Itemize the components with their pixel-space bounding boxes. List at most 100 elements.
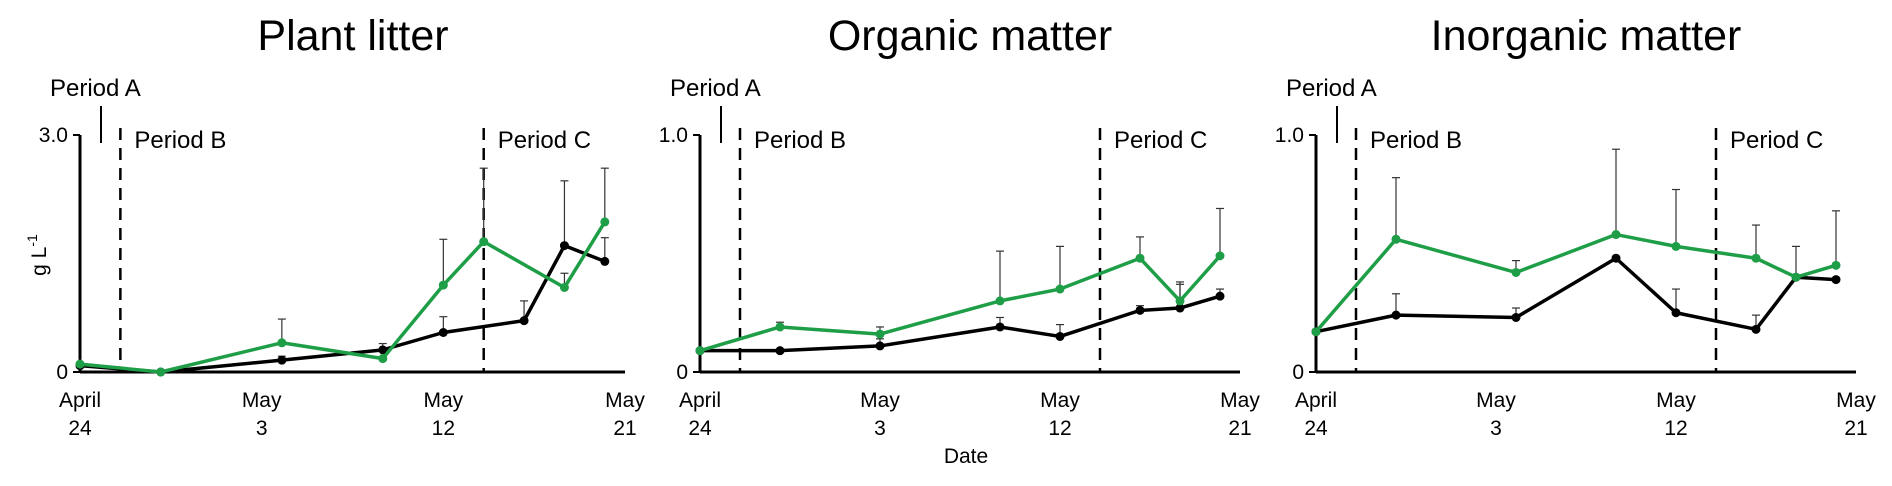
data-point-black bbox=[875, 341, 885, 351]
period-label: Period A bbox=[670, 75, 761, 102]
data-point-green bbox=[695, 346, 705, 356]
x-tick-label-line: 12 bbox=[432, 417, 455, 440]
data-point-black bbox=[1175, 303, 1185, 313]
period-label: Period A bbox=[1286, 75, 1377, 102]
x-tick-label-line: 3 bbox=[874, 417, 886, 440]
data-point-black bbox=[277, 355, 287, 365]
x-tick-label-line: April bbox=[1295, 389, 1337, 412]
chart-title: Inorganic matter bbox=[1431, 12, 1742, 60]
y-tick-label: 0 bbox=[56, 361, 68, 384]
data-point-green bbox=[1611, 230, 1621, 240]
data-point-green bbox=[1055, 284, 1065, 294]
x-tick-label-line: 21 bbox=[1228, 417, 1251, 440]
data-point-green bbox=[1671, 241, 1681, 251]
data-point-green bbox=[1175, 296, 1185, 306]
data-point-black bbox=[1671, 308, 1681, 318]
data-point-black bbox=[1611, 253, 1621, 263]
period-label: Period B bbox=[1370, 127, 1462, 154]
period-label: Period C bbox=[1114, 127, 1207, 154]
x-tick-label: May 12 bbox=[423, 389, 463, 440]
data-point-black bbox=[1215, 291, 1225, 301]
data-point-green bbox=[1791, 272, 1801, 282]
x-tick-label-line: May bbox=[860, 389, 900, 412]
y-tick-label: 0 bbox=[1292, 361, 1304, 384]
x-tick-label: May 12 bbox=[1656, 389, 1696, 440]
data-point-green bbox=[1511, 267, 1521, 277]
period-label: Period C bbox=[1730, 127, 1823, 154]
x-tick-label: May 3 bbox=[242, 389, 282, 440]
y-axis-label-text: g L bbox=[28, 247, 51, 276]
y-tick-label: 1.0 bbox=[659, 124, 688, 147]
chart-panel-1: Plant litter 0 3.0 April 24 May 3 May 12 May 21 Per… bbox=[39, 12, 646, 440]
data-point-green bbox=[438, 280, 448, 290]
chart-title: Plant litter bbox=[257, 12, 448, 60]
data-point-green bbox=[156, 367, 166, 377]
x-tick-label-line: May bbox=[605, 389, 645, 412]
data-point-black bbox=[775, 346, 785, 356]
data-point-green bbox=[1751, 253, 1761, 263]
data-point-black bbox=[1511, 312, 1521, 322]
data-point-black bbox=[1751, 324, 1761, 334]
period-label: Period A bbox=[50, 75, 141, 102]
data-point-green bbox=[600, 217, 610, 227]
x-tick-label-line: 3 bbox=[256, 417, 268, 440]
data-point-green bbox=[875, 329, 885, 339]
x-tick-label: April 24 bbox=[1295, 389, 1337, 440]
x-tick-label: May 3 bbox=[860, 389, 900, 440]
period-label: Period C bbox=[498, 127, 591, 154]
x-tick-label: May 12 bbox=[1040, 389, 1080, 440]
data-point-green bbox=[1215, 251, 1225, 261]
x-tick-label: May 21 bbox=[1836, 389, 1876, 440]
x-tick-label-line: April bbox=[679, 389, 721, 412]
x-tick-label-line: 24 bbox=[68, 417, 92, 440]
x-tick-label-line: May bbox=[1220, 389, 1260, 412]
data-point-green bbox=[1831, 260, 1841, 270]
x-tick-label-line: May bbox=[1836, 389, 1876, 412]
data-point-black bbox=[1055, 331, 1065, 341]
y-tick-label: 3.0 bbox=[39, 124, 68, 147]
data-point-black bbox=[519, 316, 529, 326]
x-tick-label-line: 24 bbox=[688, 417, 712, 440]
x-tick-label: May 21 bbox=[605, 389, 645, 440]
data-point-green bbox=[1135, 253, 1145, 263]
series-line-green bbox=[699, 254, 1222, 353]
chart-panel-3: Inorganic matter 0 1.0 April 24 May 3 May 12 May 2… bbox=[1275, 12, 1877, 440]
series-line-green bbox=[79, 220, 607, 374]
x-tick-label-line: May bbox=[1040, 389, 1080, 412]
x-tick-label: April 24 bbox=[679, 389, 721, 440]
x-tick-label-line: May bbox=[1656, 389, 1696, 412]
series-line-black bbox=[700, 294, 1221, 353]
period-label: Period B bbox=[134, 127, 226, 154]
data-point-black bbox=[378, 345, 388, 355]
data-point-green bbox=[1311, 327, 1321, 337]
series-line-black bbox=[1315, 256, 1837, 334]
data-point-green bbox=[378, 354, 388, 364]
x-tick-label-line: 21 bbox=[1844, 417, 1867, 440]
y-tick-label: 1.0 bbox=[1275, 124, 1304, 147]
y-axis-label-superscript: -1 bbox=[24, 234, 40, 247]
y-tick-label: 0 bbox=[676, 361, 688, 384]
data-point-black bbox=[559, 241, 569, 251]
data-point-green bbox=[1391, 234, 1401, 244]
data-point-black bbox=[1831, 275, 1841, 285]
x-tick-label: April 24 bbox=[59, 389, 101, 440]
x-tick-label-line: 12 bbox=[1048, 417, 1071, 440]
data-point-black bbox=[600, 256, 610, 266]
x-tick-label: May 3 bbox=[1476, 389, 1516, 440]
data-point-green bbox=[559, 282, 569, 292]
data-point-green bbox=[775, 322, 785, 332]
chart-title: Organic matter bbox=[828, 12, 1112, 60]
x-tick-label-line: 12 bbox=[1664, 417, 1687, 440]
x-tick-label-line: May bbox=[423, 389, 463, 412]
series-line-green bbox=[1314, 232, 1837, 333]
data-point-green bbox=[75, 359, 85, 369]
data-point-black bbox=[995, 322, 1005, 332]
x-axis-label: Date bbox=[944, 445, 988, 468]
x-tick-label: May 21 bbox=[1220, 389, 1260, 440]
period-label: Period B bbox=[754, 127, 846, 154]
x-tick-label-line: 3 bbox=[1490, 417, 1502, 440]
data-point-black bbox=[1135, 305, 1145, 315]
x-tick-label-line: 21 bbox=[613, 417, 636, 440]
data-point-black bbox=[1391, 310, 1401, 320]
